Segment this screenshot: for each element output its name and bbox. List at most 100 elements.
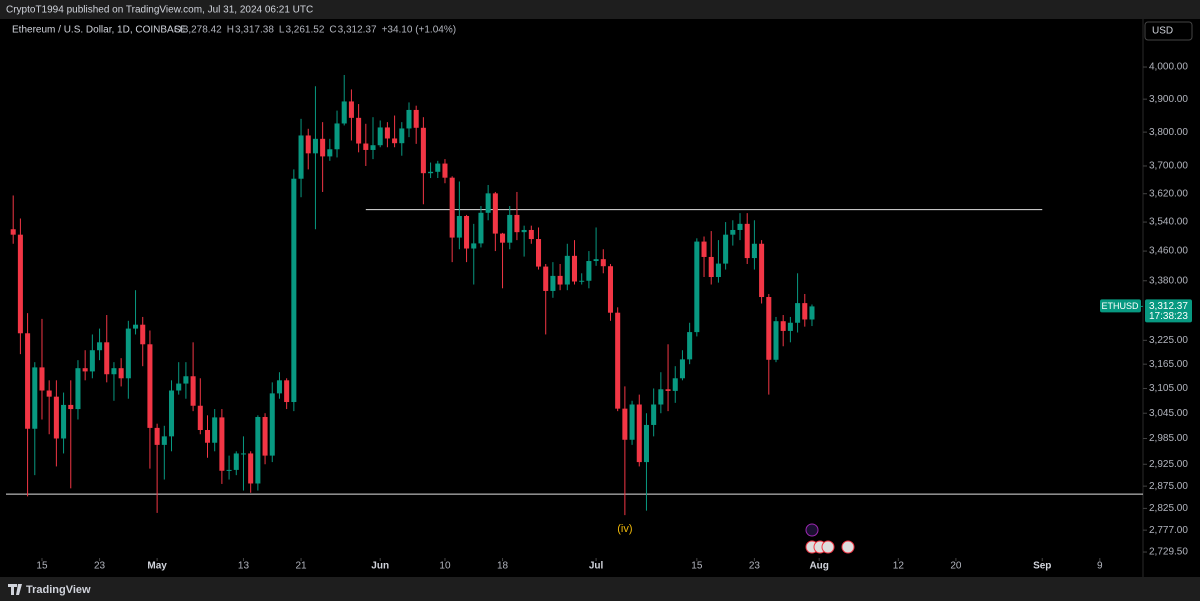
candle-body	[600, 259, 606, 267]
candle-body	[262, 416, 268, 456]
ohlc-legend: 3,278.42	[183, 25, 222, 36]
candle-body	[53, 396, 59, 439]
x-tick-label: Aug	[809, 561, 828, 572]
candle-body	[507, 214, 513, 243]
price-tag-box	[1145, 299, 1192, 323]
x-tick-label: 10	[439, 561, 451, 572]
candle-body	[190, 376, 196, 406]
y-tick-label: 2,985.00	[1149, 433, 1188, 444]
candle-body	[197, 405, 203, 431]
event-icon[interactable]	[841, 540, 855, 554]
candle-body	[269, 393, 275, 456]
price-tag-symbol-box	[1100, 299, 1141, 313]
ohlc-legend: 3,261.52	[285, 25, 324, 36]
brand: TradingView	[26, 584, 91, 596]
y-tick-label: 3,460.00	[1149, 246, 1188, 257]
event-icon[interactable]	[821, 540, 835, 554]
candle-body	[61, 404, 67, 439]
candle-body	[528, 229, 534, 240]
currency-button[interactable]	[1144, 21, 1193, 41]
x-tick-label: 9	[1097, 561, 1103, 572]
candle-body	[140, 324, 146, 345]
x-tick-label: Jul	[589, 561, 604, 572]
y-tick-label: 3,225.00	[1149, 335, 1188, 346]
candle-body	[643, 424, 649, 463]
candle-body	[514, 214, 520, 233]
candle-body	[773, 321, 779, 360]
candle-body	[392, 138, 398, 144]
candle-body	[356, 117, 362, 144]
y-tick-label: 3,380.00	[1149, 275, 1188, 286]
candle-body	[751, 243, 757, 259]
candle-body	[46, 390, 52, 397]
ohlc-legend: 3,317.38	[235, 25, 274, 36]
candle-body	[694, 241, 700, 333]
candle-body	[147, 344, 153, 428]
x-tick-label: Sep	[1033, 561, 1051, 572]
candle-body	[39, 367, 45, 391]
candle-body	[413, 109, 419, 128]
candle-body	[456, 215, 462, 238]
candle-body	[240, 453, 246, 455]
candle-body	[284, 380, 290, 403]
candle-body	[226, 469, 232, 471]
candle-body	[377, 127, 383, 146]
x-tick-label: 12	[893, 561, 905, 572]
x-tick-label: 13	[238, 561, 250, 572]
x-tick-label: 21	[295, 561, 307, 572]
candle-body	[370, 145, 376, 150]
candle-body	[759, 243, 765, 298]
candle-body	[305, 135, 311, 154]
candle-body	[471, 243, 477, 249]
candle-body	[586, 261, 592, 281]
candle-body	[679, 359, 685, 379]
ohlc-legend: C	[329, 25, 336, 36]
candle-body	[543, 266, 549, 291]
candle-body	[607, 266, 613, 313]
ohlc-legend: +34.10 (+1.04%)	[382, 25, 457, 36]
currency[interactable]: USD	[1152, 26, 1173, 37]
candle-body	[651, 404, 657, 425]
candle-body	[579, 280, 585, 282]
ohlc-legend: O	[174, 25, 182, 36]
event-icon[interactable]	[805, 523, 819, 537]
candle-body	[104, 342, 110, 375]
candle-body	[133, 324, 139, 329]
candle-body	[766, 297, 772, 360]
symbol: Ethereum / U.S. Dollar, 1D, COINBASE	[12, 25, 187, 36]
y-tick-label: 3,700.00	[1149, 161, 1188, 172]
candle-body	[665, 389, 671, 391]
header-bar	[0, 0, 1200, 19]
candle-body	[442, 163, 448, 178]
candle-body	[795, 303, 801, 323]
x-tick-label: May	[147, 561, 167, 572]
candle-body	[809, 306, 815, 320]
candle-body	[564, 255, 570, 285]
y-tick-label: 2,875.00	[1149, 481, 1188, 492]
candle-body	[248, 453, 254, 484]
candle-body	[212, 417, 218, 443]
candle-body	[593, 259, 599, 262]
candle-body	[420, 127, 426, 174]
candle-body	[154, 427, 160, 445]
candle-body	[68, 404, 74, 410]
candle-body	[536, 239, 542, 267]
candle-body	[622, 408, 628, 440]
candle-body	[428, 171, 434, 174]
price-tag-symbol: ETHUSD	[1101, 301, 1139, 311]
candle-body	[744, 223, 750, 259]
candle-body	[161, 436, 167, 445]
candle-body	[435, 163, 441, 172]
candle-body	[32, 367, 38, 429]
brand-logo	[8, 584, 22, 595]
candle-body	[298, 135, 304, 179]
candle-body	[787, 322, 793, 331]
candle-body	[708, 256, 714, 278]
candle-body	[233, 453, 239, 470]
candle-body	[687, 332, 693, 360]
candle-body	[10, 229, 16, 235]
candle-body	[320, 138, 326, 157]
candle-body	[89, 350, 95, 372]
